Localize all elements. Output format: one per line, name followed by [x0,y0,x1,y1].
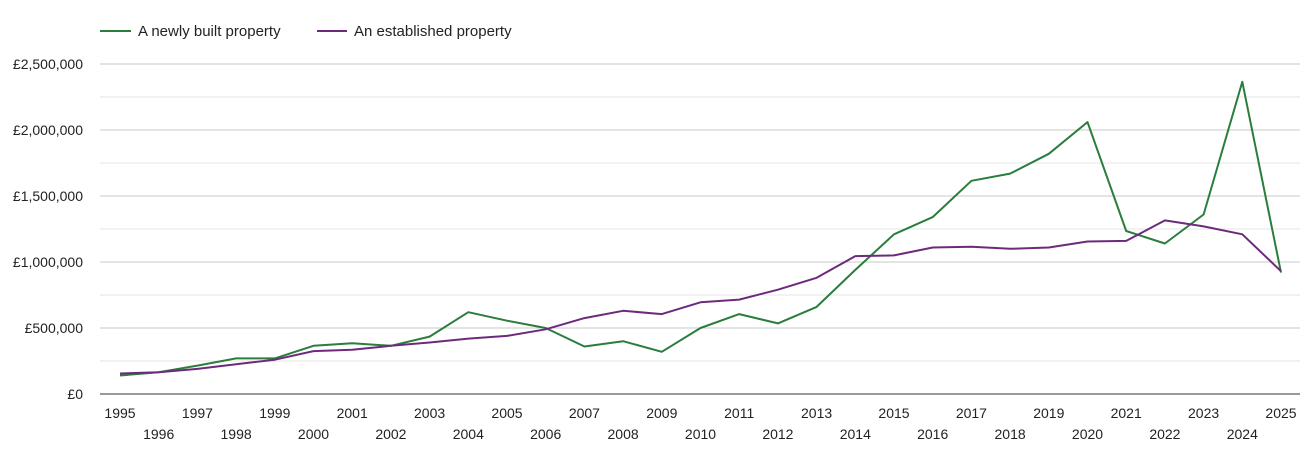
x-tick-label: 2022 [1149,426,1180,442]
x-tick-label: 1999 [259,405,290,421]
x-tick-label: 2012 [762,426,793,442]
x-tick-label: 2014 [840,426,871,442]
y-tick-label: £1,000,000 [13,254,83,270]
series-line-new-build [119,80,1282,377]
x-tick-label: 2025 [1265,405,1296,421]
x-tick-label: 2024 [1227,426,1258,442]
x-tick-label: 2015 [878,405,909,421]
x-tick-label: 2011 [724,405,754,421]
x-tick-label: 2020 [1072,426,1103,442]
legend-label-established: An established property [354,23,512,40]
x-tick-label: 2018 [995,426,1026,442]
x-tick-label: 1995 [104,405,135,421]
legend-label-new-build: A newly built property [138,23,281,40]
x-tick-label: 2006 [530,426,561,442]
x-tick-label: 2013 [801,405,832,421]
x-tick-label: 2017 [956,405,987,421]
legend: A newly built property An established pr… [100,23,512,40]
x-tick-label: 2007 [569,405,600,421]
y-tick-label: £0 [67,386,83,402]
x-tick-label: 1997 [182,405,213,421]
x-tick-label: 2002 [375,426,406,442]
x-tick-label: 2021 [1111,405,1142,421]
x-tick-label: 2019 [1033,405,1064,421]
grid [100,63,1300,395]
y-axis: £0 £500,000 £1,000,000 £1,500,000 £2,000,000… [13,56,83,402]
y-tick-label: £500,000 [25,320,84,336]
y-tick-label: £2,000,000 [13,122,83,138]
series-group [119,80,1282,377]
y-tick-label: £2,500,000 [13,56,83,72]
y-tick-label: £1,500,000 [13,188,83,204]
x-tick-label: 2000 [298,426,329,442]
x-tick-label: 2023 [1188,405,1219,421]
x-tick-label: 2001 [337,405,368,421]
x-tick-label: 2010 [685,426,716,442]
x-axis: 1995 1996 1997 1998 1999 2000 2001 2002 2003 2004… [104,405,1296,442]
x-tick-label: 2003 [414,405,445,421]
x-tick-label: 2016 [917,426,948,442]
x-tick-label: 1998 [221,426,252,442]
x-tick-label: 2005 [491,405,522,421]
x-tick-label: 1996 [143,426,174,442]
x-tick-label: 2009 [646,405,677,421]
x-tick-label: 2008 [608,426,639,442]
x-tick-label: 2004 [453,426,484,442]
series-line-established [119,219,1282,375]
